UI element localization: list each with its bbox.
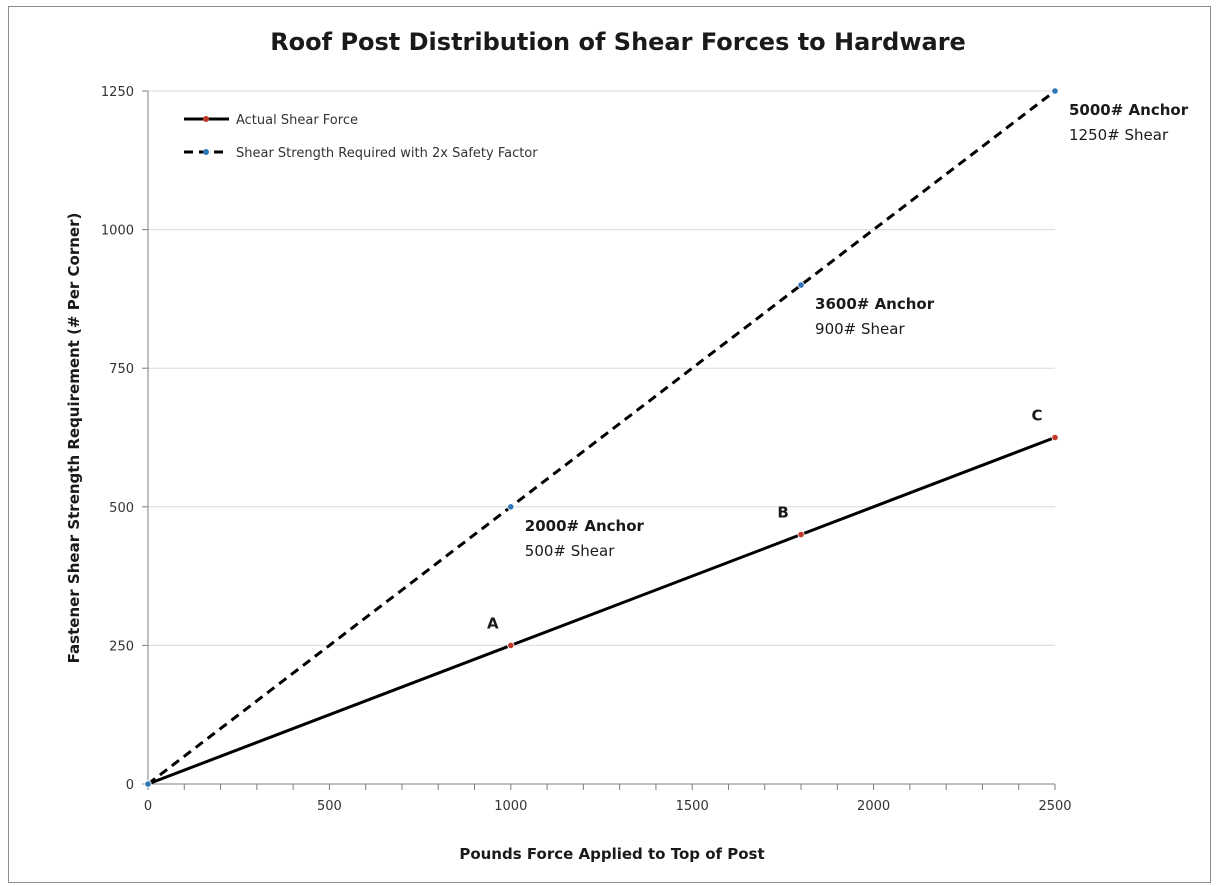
- x-tick-label: 2000: [857, 799, 890, 814]
- point-label: C: [1031, 407, 1042, 425]
- actual-shear-point: [507, 641, 515, 650]
- point-label: A: [487, 614, 499, 632]
- y-tick-label: 1250: [101, 85, 134, 100]
- x-tick-label: 2500: [1038, 799, 1071, 814]
- annotation-anchor: 2000# Anchor: [525, 517, 645, 535]
- actual-shear-point: [1051, 433, 1059, 442]
- point-label: B: [777, 504, 788, 522]
- series-lines: [147, 89, 1056, 786]
- annotation-shear: 500# Shear: [525, 542, 615, 560]
- required-strength-point: [507, 503, 515, 511]
- data-markers: [144, 87, 1059, 788]
- annotation-anchor: 3600# Anchor: [815, 295, 935, 313]
- x-tick-label: 0: [144, 799, 152, 814]
- y-tick-label: 1000: [101, 224, 134, 239]
- actual-shear-point: [797, 530, 805, 539]
- y-axis-title: Fastener Shear Strength Requirement (# P…: [65, 213, 83, 664]
- axes: 0 250 500 750 1000 1250 0 500 1000 1500 2000 2500: [101, 85, 1072, 814]
- x-tick-label: 500: [317, 799, 342, 814]
- y-tick-label: 250: [109, 639, 134, 654]
- required-strength-point: [144, 780, 152, 788]
- required-strength-point: [797, 281, 805, 289]
- gridlines: [148, 90, 1055, 646]
- legend-marker: [203, 116, 209, 122]
- actual-shear-line: [147, 436, 1056, 786]
- x-axis-title: Pounds Force Applied to Top of Post: [459, 845, 764, 863]
- x-tick-label: 1000: [494, 799, 527, 814]
- legend-marker: [203, 149, 209, 155]
- legend-entry: Actual Shear Force: [236, 113, 358, 128]
- annotation-anchor: 5000# Anchor: [1069, 101, 1189, 119]
- required-strength-line: [147, 89, 1056, 786]
- chart-title: Roof Post Distribution of Shear Forces t…: [270, 28, 966, 56]
- annotation-shear: 1250# Shear: [1069, 126, 1169, 144]
- y-tick-label: 500: [109, 501, 134, 516]
- y-tick-label: 0: [126, 778, 134, 793]
- labels: Actual Shear Force Shear Strength Require…: [184, 101, 1189, 632]
- annotation-shear: 900# Shear: [815, 320, 905, 338]
- legend-entry: Shear Strength Required with 2x Safety F…: [236, 146, 538, 161]
- y-tick-label: 750: [109, 362, 134, 377]
- required-strength-point: [1051, 87, 1059, 95]
- x-tick-label: 1500: [676, 799, 709, 814]
